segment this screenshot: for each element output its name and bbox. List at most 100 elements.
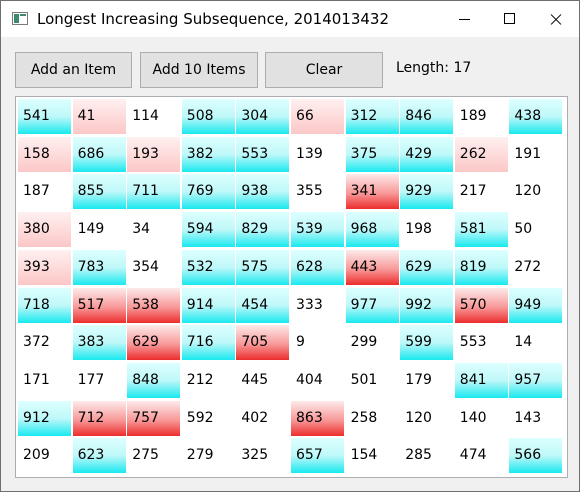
item-grid: 541 41 114 508 304 66 312 846 189 438 158 686 193 382…	[15, 96, 568, 478]
grid-cell: 171	[18, 362, 71, 398]
grid-cell: 566	[509, 438, 563, 474]
grid-cell: 712	[72, 400, 126, 436]
grid-cell: 445	[236, 362, 290, 398]
grid-cell: 841	[454, 362, 508, 398]
grid-cell: 629	[400, 249, 454, 285]
grid-cell: 575	[236, 249, 290, 285]
grid-cell: 154	[345, 438, 399, 474]
grid-cell: 285	[400, 438, 454, 474]
grid-cell: 393	[18, 249, 71, 285]
grid-cell: 41	[72, 99, 126, 134]
grid-cell: 538	[127, 287, 181, 323]
grid-cell: 977	[345, 287, 399, 323]
grid-cell: 66	[291, 99, 344, 134]
grid-cell: 628	[291, 249, 344, 285]
grid-cell: 938	[236, 174, 290, 210]
grid-cell: 312	[345, 99, 399, 134]
grid-cell: 375	[345, 136, 399, 172]
grid-cell: 508	[181, 99, 235, 134]
app-icon	[12, 12, 28, 25]
grid-cell: 158	[18, 136, 71, 172]
grid-cell: 570	[454, 287, 508, 323]
grid-cell: 623	[72, 438, 126, 474]
grid-cell: 783	[72, 249, 126, 285]
grid-cell: 819	[454, 249, 508, 285]
grid-cell: 553	[454, 325, 508, 361]
grid-cell: 438	[509, 99, 563, 134]
grid-cell: 443	[345, 249, 399, 285]
grid-cell: 34	[127, 212, 181, 248]
grid-cell: 383	[72, 325, 126, 361]
grid-cell: 143	[509, 400, 563, 436]
grid-cell: 429	[400, 136, 454, 172]
grid-cell: 279	[181, 438, 235, 474]
grid-cell: 120	[400, 400, 454, 436]
add-10-items-button[interactable]: Add 10 Items	[140, 52, 258, 88]
length-label: Length: 17	[396, 60, 472, 76]
grid-cell: 404	[291, 362, 344, 398]
grid-cell: 177	[72, 362, 126, 398]
grid-cell: 217	[454, 174, 508, 210]
grid-cell: 912	[18, 400, 71, 436]
grid-cell: 209	[18, 438, 71, 474]
grid-cell: 949	[509, 287, 563, 323]
grid-cell: 114	[127, 99, 181, 134]
grid-cell: 275	[127, 438, 181, 474]
grid-cell: 120	[509, 174, 563, 210]
window-title: Longest Increasing Subsequence, 20140134…	[37, 10, 390, 28]
grid-cell: 325	[236, 438, 290, 474]
grid-cell: 532	[181, 249, 235, 285]
grid-cell: 341	[345, 174, 399, 210]
grid-cell: 581	[454, 212, 508, 248]
minimize-icon[interactable]	[441, 1, 487, 37]
grid-cell: 333	[291, 287, 344, 323]
grid-cell: 711	[127, 174, 181, 210]
grid-cell: 380	[18, 212, 71, 248]
grid-cell: 149	[72, 212, 126, 248]
maximize-icon[interactable]	[487, 1, 533, 37]
grid-cell: 262	[454, 136, 508, 172]
grid-cell: 929	[400, 174, 454, 210]
grid-cell: 592	[181, 400, 235, 436]
grid-cell: 140	[454, 400, 508, 436]
grid-cell: 299	[345, 325, 399, 361]
grid-cell: 599	[400, 325, 454, 361]
grid-cell: 139	[291, 136, 344, 172]
grid-cell: 454	[236, 287, 290, 323]
grid-cell: 189	[454, 99, 508, 134]
grid-cell: 657	[291, 438, 344, 474]
add-item-button[interactable]: Add an Item	[15, 52, 132, 88]
grid-cell: 212	[181, 362, 235, 398]
grid-cell: 855	[72, 174, 126, 210]
grid-cell: 968	[345, 212, 399, 248]
grid-cell: 848	[127, 362, 181, 398]
clear-button[interactable]: Clear	[265, 52, 383, 88]
grid-cell: 629	[127, 325, 181, 361]
grid-cell: 846	[400, 99, 454, 134]
grid-cell: 187	[18, 174, 71, 210]
grid-cell: 272	[509, 249, 563, 285]
grid-cell: 957	[509, 362, 563, 398]
grid-cell: 354	[127, 249, 181, 285]
grid-cell: 9	[291, 325, 344, 361]
grid-cell: 402	[236, 400, 290, 436]
grid-cell: 757	[127, 400, 181, 436]
title-bar[interactable]: Longest Increasing Subsequence, 20140134…	[1, 1, 579, 37]
close-icon[interactable]	[533, 1, 579, 37]
grid-cell: 686	[72, 136, 126, 172]
grid-cell: 541	[18, 99, 71, 134]
grid-cell: 193	[127, 136, 181, 172]
grid-cell: 50	[509, 212, 563, 248]
grid-cell: 829	[236, 212, 290, 248]
grid-cell: 914	[181, 287, 235, 323]
grid-cell: 992	[400, 287, 454, 323]
grid-cell: 501	[345, 362, 399, 398]
grid-cell: 382	[181, 136, 235, 172]
grid-cell: 553	[236, 136, 290, 172]
grid-cell: 769	[181, 174, 235, 210]
grid-cell: 705	[236, 325, 290, 361]
grid-cell: 304	[236, 99, 290, 134]
grid-cell: 718	[18, 287, 71, 323]
grid-cell: 539	[291, 212, 344, 248]
grid-cell: 517	[72, 287, 126, 323]
